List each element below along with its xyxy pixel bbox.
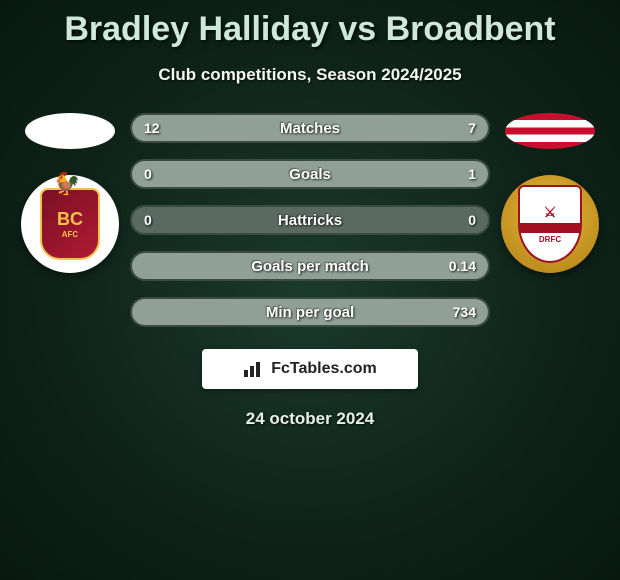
left-flag-icon <box>25 113 115 149</box>
left-club-badge: 🐓 BC AFC <box>21 175 119 273</box>
stat-label: Goals <box>289 166 331 183</box>
stat-row: 12 Matches 7 <box>130 113 490 143</box>
right-flag-icon <box>505 113 595 149</box>
left-club-sub: AFC <box>62 230 78 239</box>
stat-row: 0 Goals 1 <box>130 159 490 189</box>
stat-value-right: 734 <box>453 304 476 320</box>
stat-value-right: 0 <box>468 212 476 228</box>
comparison-subtitle: Club competitions, Season 2024/2025 <box>0 65 620 85</box>
stat-value-right: 7 <box>468 120 476 136</box>
stat-value-left: 0 <box>144 166 152 182</box>
right-club-badge: ⚔ DRFC <box>501 175 599 273</box>
snapshot-date: 24 october 2024 <box>0 409 620 429</box>
comparison-title: Bradley Halliday vs Broadbent <box>0 0 620 49</box>
left-club-short: BC <box>57 209 83 230</box>
stat-row: Min per goal 734 <box>130 297 490 327</box>
stat-label: Hattricks <box>278 212 342 229</box>
stat-label: Matches <box>280 120 340 137</box>
stat-value-right: 0.14 <box>449 258 476 274</box>
stat-label: Min per goal <box>266 304 354 321</box>
stat-row: Goals per match 0.14 <box>130 251 490 281</box>
stat-value-right: 1 <box>468 166 476 182</box>
stat-value-left: 12 <box>144 120 160 136</box>
stat-bars: 12 Matches 7 0 Goals 1 0 Hattricks 0 Goals per ma… <box>130 113 490 327</box>
right-club-badge-inner: ⚔ DRFC <box>518 185 582 263</box>
watermark-text: FcTables.com <box>271 360 377 378</box>
rooster-icon: 🐓 <box>53 171 80 197</box>
watermark: FcTables.com <box>202 349 418 389</box>
bar-chart-icon <box>243 360 265 378</box>
stat-value-left: 0 <box>144 212 152 228</box>
right-player-column: ⚔ DRFC <box>490 113 610 273</box>
left-player-column: 🐓 BC AFC <box>10 113 130 273</box>
stat-label: Goals per match <box>251 258 369 275</box>
left-club-badge-inner: BC AFC <box>40 188 100 260</box>
stat-row: 0 Hattricks 0 <box>130 205 490 235</box>
right-club-short: DRFC <box>539 235 561 244</box>
comparison-body: 🐓 BC AFC 12 Matches 7 0 Goals 1 0 Hattricks 0 Goa… <box>0 113 620 327</box>
